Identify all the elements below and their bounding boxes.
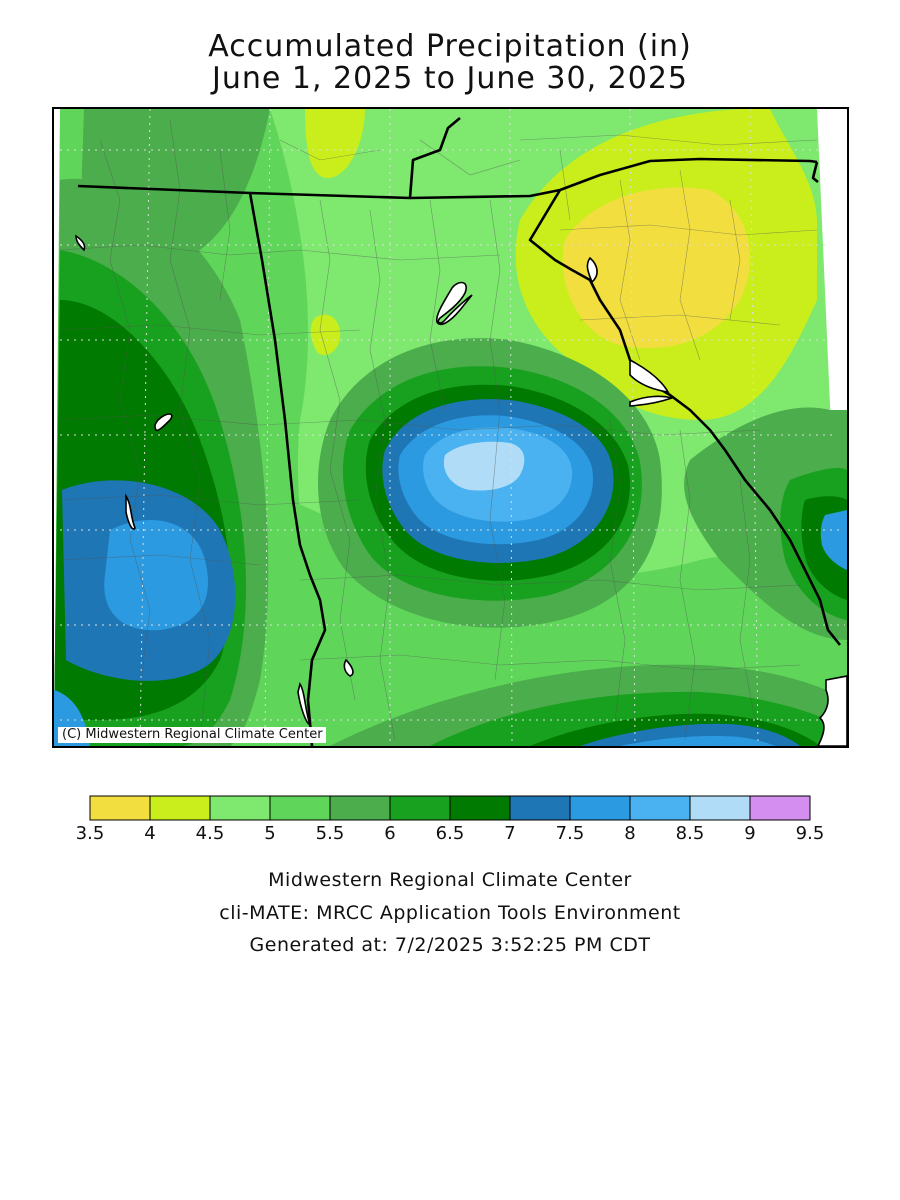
county-lines [59, 119, 818, 741]
footer-tool: cli-MATE: MRCC Application Tools Environ… [219, 902, 681, 924]
coast-east [817, 675, 847, 746]
legend-tick-label: 3.5 [75, 823, 105, 844]
contour-8.5-central [443, 441, 525, 491]
legend-tick-label: 4 [144, 823, 156, 844]
legend-tick-label: 7.5 [555, 823, 585, 844]
precipitation-map [52, 107, 849, 748]
legend-swatch-4-4.5 [149, 795, 211, 821]
legend-tick-label: 4.5 [195, 823, 225, 844]
map-frame [52, 107, 849, 748]
legend-tick-label: 6.5 [435, 823, 465, 844]
state-boundaries [77, 117, 842, 746]
contour-4-northeast [562, 187, 750, 348]
river-ne-3 [629, 395, 675, 407]
legend-swatch-5.5-6 [329, 795, 391, 821]
legend-colorbar [89, 795, 811, 821]
legend-swatch-5-5.5 [269, 795, 331, 821]
legend-swatch-8.5-9 [689, 795, 751, 821]
legend-tick-label: 5.5 [315, 823, 345, 844]
contour-4.5-small [310, 314, 341, 356]
water-bodies [75, 234, 847, 746]
legend-tick-label: 8 [624, 823, 636, 844]
contour-4.5-north [305, 109, 365, 179]
legend-swatch-7.5-8 [569, 795, 631, 821]
legend-tick-label: 8.5 [675, 823, 705, 844]
lake-west [154, 413, 173, 432]
lake-south [297, 681, 312, 727]
legend-swatch-7-7.5 [509, 795, 571, 821]
contour-7.5-west [104, 520, 208, 631]
river-ne-2 [629, 358, 670, 394]
map-title: Accumulated Precipitation (in) [208, 29, 692, 64]
legend-tick-label: 9 [744, 823, 756, 844]
legend-swatch-3.5-4 [89, 795, 151, 821]
legend-swatch-4.5-5 [209, 795, 271, 821]
legend-swatch-6.5-7 [449, 795, 511, 821]
map-credit: (C) Midwestern Regional Climate Center [55, 727, 326, 743]
legend-swatch-9-9.5 [749, 795, 811, 821]
contour-7.5-south [620, 736, 775, 746]
map-date-range: June 1, 2025 to June 30, 2025 [211, 61, 689, 96]
legend-tick-label: 5 [264, 823, 276, 844]
lake-north [435, 281, 473, 326]
coast-west [75, 234, 86, 252]
lake-south-2 [343, 658, 354, 677]
legend-tick-label: 7 [504, 823, 516, 844]
river-ne [586, 256, 598, 284]
lake-west-2 [125, 493, 136, 530]
legend-tick-label: 9.5 [795, 823, 825, 844]
footer-generated: Generated at: 7/2/2025 3:52:25 PM CDT [249, 934, 651, 956]
legend-tick-label: 6 [384, 823, 396, 844]
legend-swatch-8-8.5 [629, 795, 691, 821]
contour-5.5-northwest [80, 109, 270, 257]
legend-swatch-6-6.5 [389, 795, 451, 821]
footer-organization: Midwestern Regional Climate Center [268, 869, 632, 891]
contour-7-east [820, 510, 847, 570]
